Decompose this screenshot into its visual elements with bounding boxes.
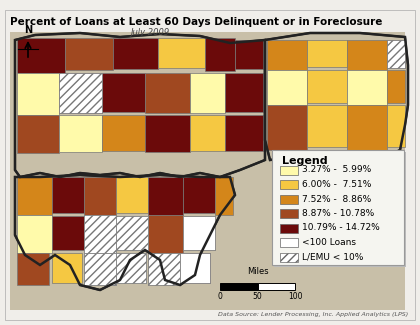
Text: 10.79% - 14.72%: 10.79% - 14.72% [302,224,380,232]
Bar [267,40,307,70]
Bar [59,115,102,152]
Bar [84,215,116,253]
Bar [387,40,405,68]
Bar [17,115,59,153]
Text: N: N [24,25,32,35]
Bar [10,32,405,310]
Bar [180,253,210,283]
Bar [148,253,180,285]
Text: 6.00% -  7.51%: 6.00% - 7.51% [302,180,371,189]
Bar [235,40,263,69]
Bar [280,238,298,247]
Bar [347,40,387,70]
Bar [274,152,406,267]
Bar [84,177,116,215]
Text: Data Source: Lender Processing, Inc. Applied Analytics (LPS): Data Source: Lender Processing, Inc. App… [218,312,408,317]
Bar [280,253,298,262]
Bar [267,70,307,105]
Bar [52,177,84,213]
Polygon shape [15,175,235,290]
Bar [267,105,307,150]
Bar [205,38,235,71]
Text: L/EMU < 10%: L/EMU < 10% [302,253,363,262]
Bar [220,283,257,290]
Bar [145,73,190,113]
Bar [190,115,225,151]
Text: 0: 0 [218,292,223,301]
Bar [59,73,102,113]
Bar [190,73,225,113]
Bar [59,73,102,113]
Bar [183,216,215,250]
Bar [280,209,298,218]
Bar [52,253,82,283]
Bar [116,216,148,250]
Bar [280,180,298,189]
Bar [65,38,113,70]
Bar [17,177,52,215]
Bar [148,253,180,285]
Text: 8.87% - 10.78%: 8.87% - 10.78% [302,209,374,218]
Bar [84,253,116,285]
Bar [257,283,295,290]
Bar [272,150,404,265]
Bar [145,115,190,152]
Text: Percent of Loans at Least 60 Days Delinquent or in Foreclosure: Percent of Loans at Least 60 Days Delinq… [10,17,382,27]
Bar [307,105,347,147]
Bar [116,177,148,213]
Text: 100: 100 [288,292,302,301]
Bar [280,165,298,175]
Bar [387,70,405,103]
Bar [180,253,210,283]
Bar [225,115,263,151]
Bar [116,253,146,283]
Bar [148,177,183,215]
Bar [17,253,49,285]
Bar [102,115,145,151]
Text: July 2009: July 2009 [130,28,169,37]
Bar [225,73,263,112]
Text: 50: 50 [252,292,262,301]
Bar [116,253,146,283]
Bar [387,105,405,147]
Bar [17,215,52,253]
Bar [158,38,205,68]
Bar [183,177,215,213]
Bar [387,40,405,68]
Text: 3.27% -  5.99%: 3.27% - 5.99% [302,165,371,175]
Bar [113,38,158,69]
Bar [84,215,116,253]
Bar [84,253,116,285]
Text: Legend: Legend [282,156,328,166]
Text: Miles: Miles [247,267,268,276]
Bar [183,216,215,250]
Bar [52,216,84,250]
Bar [116,216,148,250]
Bar [307,40,347,67]
Bar [347,70,387,105]
Polygon shape [265,33,408,160]
Bar [17,38,65,73]
Bar [307,70,347,103]
Bar [215,177,233,215]
Bar [17,73,59,115]
Text: <100 Loans: <100 Loans [302,238,356,247]
Bar [102,73,145,112]
Text: 7.52% -  8.86%: 7.52% - 8.86% [302,194,371,203]
Bar [280,224,298,232]
Bar [347,105,387,150]
Bar [280,194,298,203]
Bar [148,215,183,253]
Polygon shape [15,33,265,177]
